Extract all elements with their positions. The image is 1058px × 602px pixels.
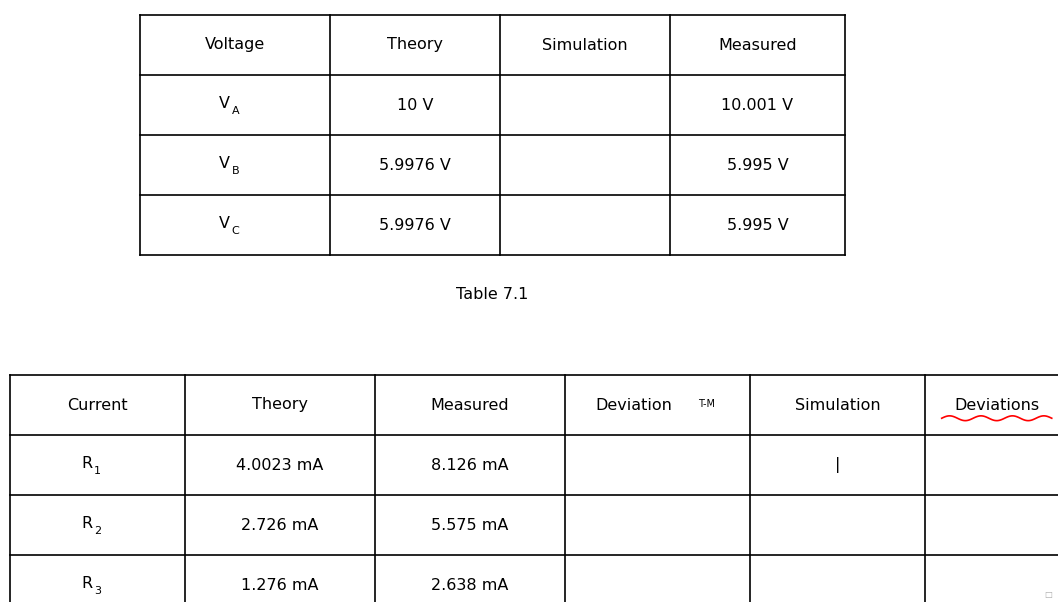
Text: R: R <box>81 576 92 591</box>
Text: Simulation: Simulation <box>542 37 627 52</box>
Text: Theory: Theory <box>387 37 443 52</box>
Text: 5.575 mA: 5.575 mA <box>432 518 509 533</box>
Text: 2.638 mA: 2.638 mA <box>432 577 509 592</box>
Text: Theory: Theory <box>252 397 308 412</box>
Text: 2: 2 <box>94 526 102 536</box>
Text: 4.0023 mA: 4.0023 mA <box>236 458 324 473</box>
Text: 8.126 mA: 8.126 mA <box>432 458 509 473</box>
Text: 3: 3 <box>94 586 102 596</box>
Text: 2.726 mA: 2.726 mA <box>241 518 318 533</box>
Text: R: R <box>81 456 92 471</box>
Text: 1.276 mA: 1.276 mA <box>241 577 318 592</box>
Text: V: V <box>219 96 230 111</box>
Text: 5.9976 V: 5.9976 V <box>379 217 451 232</box>
Text: 5.9976 V: 5.9976 V <box>379 158 451 173</box>
Text: 10.001 V: 10.001 V <box>722 98 794 113</box>
Text: Table 7.1: Table 7.1 <box>456 287 529 302</box>
Text: R: R <box>81 516 92 531</box>
Text: 10 V: 10 V <box>397 98 433 113</box>
Text: Deviations: Deviations <box>954 397 1039 412</box>
Text: V: V <box>219 216 230 231</box>
Text: Current: Current <box>68 397 128 412</box>
Text: |: | <box>835 457 840 473</box>
Text: 5.995 V: 5.995 V <box>727 158 788 173</box>
Text: T-M: T-M <box>697 399 715 409</box>
Text: V: V <box>219 156 230 171</box>
Text: C: C <box>232 226 239 236</box>
Text: Deviation: Deviation <box>596 397 673 412</box>
Text: □: □ <box>1044 590 1052 599</box>
Text: Simulation: Simulation <box>795 397 880 412</box>
Text: 1: 1 <box>94 466 102 476</box>
Text: A: A <box>232 106 239 116</box>
Text: 5.995 V: 5.995 V <box>727 217 788 232</box>
Text: Measured: Measured <box>718 37 797 52</box>
Text: Voltage: Voltage <box>205 37 266 52</box>
Text: Measured: Measured <box>431 397 509 412</box>
Text: B: B <box>232 166 239 176</box>
